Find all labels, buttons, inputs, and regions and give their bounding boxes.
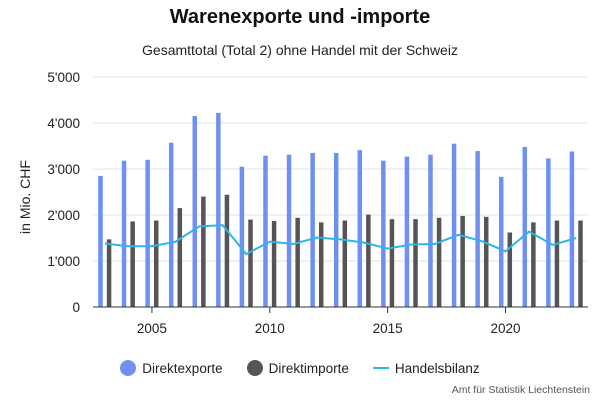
line-series [104,224,577,256]
bar-direktexporte-2019[interactable] [475,151,480,307]
bar-direktexporte-2022[interactable] [546,158,551,307]
legend-label: Direktimporte [268,360,349,376]
bar-direktimporte-2003[interactable] [106,239,112,307]
bar-direktexporte-2011[interactable] [286,154,292,307]
bar-direktimporte-2004[interactable] [130,221,135,307]
bar-direktimporte-2011[interactable] [295,217,300,307]
bar-direktexporte-2021[interactable] [522,146,528,307]
x-tick-label: 2020 [490,321,520,336]
legend-marker [372,367,389,369]
legend-item-direktimporte[interactable]: Direktimporte [246,360,349,376]
bar-direktexporte-2020[interactable] [498,176,504,307]
grid-lines [93,76,588,262]
bar-direktexporte-2010[interactable] [263,155,268,307]
bar-direktexporte-2023[interactable] [569,151,575,307]
legend: Direktexporte Direktimporte Handelsbilan… [0,360,600,376]
bar-direktexporte-2004[interactable] [121,160,127,307]
bar-series [98,112,583,307]
y-tick-label: 3'000 [47,162,80,177]
bar-direktimporte-2018[interactable] [460,215,465,307]
bar-direktexporte-2015[interactable] [381,160,386,307]
axes: 0 1'000 2'000 3'000 4'000 5'000 2005 2010 2015 20… [47,70,588,336]
bar-direktimporte-2017[interactable] [436,217,442,307]
bar-direktimporte-2012[interactable] [318,222,324,307]
bar-direktimporte-2013[interactable] [342,220,348,307]
chart-title: Warenexporte und -importe [169,6,431,28]
x-tick-label: 2015 [373,321,403,336]
bar-direktimporte-2010[interactable] [271,220,277,307]
bar-direktimporte-2019[interactable] [483,216,489,307]
y-tick-label: 1'000 [47,254,80,269]
bar-direktexporte-2014[interactable] [357,150,363,307]
chart-subtitle: Gesamttotal (Total 2) ohne Handel mit de… [142,42,458,58]
bar-direktexporte-2016[interactable] [404,156,410,307]
bar-direktexporte-2018[interactable] [451,143,457,307]
bar-direktimporte-2020[interactable] [507,232,513,307]
y-tick-label: 5'000 [47,70,80,85]
x-tick-label: 2005 [137,321,167,336]
bar-direktexporte-2013[interactable] [333,152,339,307]
bar-direktexporte-2012[interactable] [310,152,315,307]
bar-direktimporte-2006[interactable] [177,208,183,307]
y-tick-label: 2'000 [47,208,80,223]
bar-direktexporte-2009[interactable] [239,166,245,307]
bar-direktimporte-2021[interactable] [531,222,536,307]
bar-direktexporte-2008[interactable] [216,112,221,307]
bar-direktimporte-2022[interactable] [554,220,560,307]
bar-direktimporte-2008[interactable] [224,194,230,307]
bar-direktimporte-2014[interactable] [366,214,371,307]
bar-direktimporte-2015[interactable] [389,219,395,307]
legend-item-direktexporte[interactable]: Direktexporte [120,360,223,376]
legend-label: Direktexporte [142,360,223,376]
bar-direktimporte-2007[interactable] [201,196,206,307]
legend-marker [246,360,263,376]
bar-direktimporte-2023[interactable] [578,220,583,307]
bar-direktexporte-2017[interactable] [428,154,433,307]
bar-direktexporte-2003[interactable] [98,175,103,307]
legend-marker [120,360,137,376]
bar-direktexporte-2007[interactable] [192,116,198,307]
line-handelsbilanz[interactable] [104,224,577,256]
y-axis-label: in Mio. CHF [17,160,33,234]
y-tick-label: 4'000 [47,116,80,131]
bar-direktimporte-2009[interactable] [248,219,253,307]
bar-direktexporte-2005[interactable] [145,159,150,307]
legend-label: Handelsbilanz [394,360,480,376]
y-tick-label: 0 [72,300,80,315]
x-tick-label: 2010 [255,321,285,336]
bar-direktimporte-2016[interactable] [413,219,418,307]
legend-item-handelsbilanz[interactable]: Handelsbilanz [372,360,480,376]
bar-direktexporte-2006[interactable] [168,142,174,307]
credits[interactable]: Amt für Statistik Liechtenstein [451,384,590,396]
bar-direktimporte-2005[interactable] [153,220,159,307]
